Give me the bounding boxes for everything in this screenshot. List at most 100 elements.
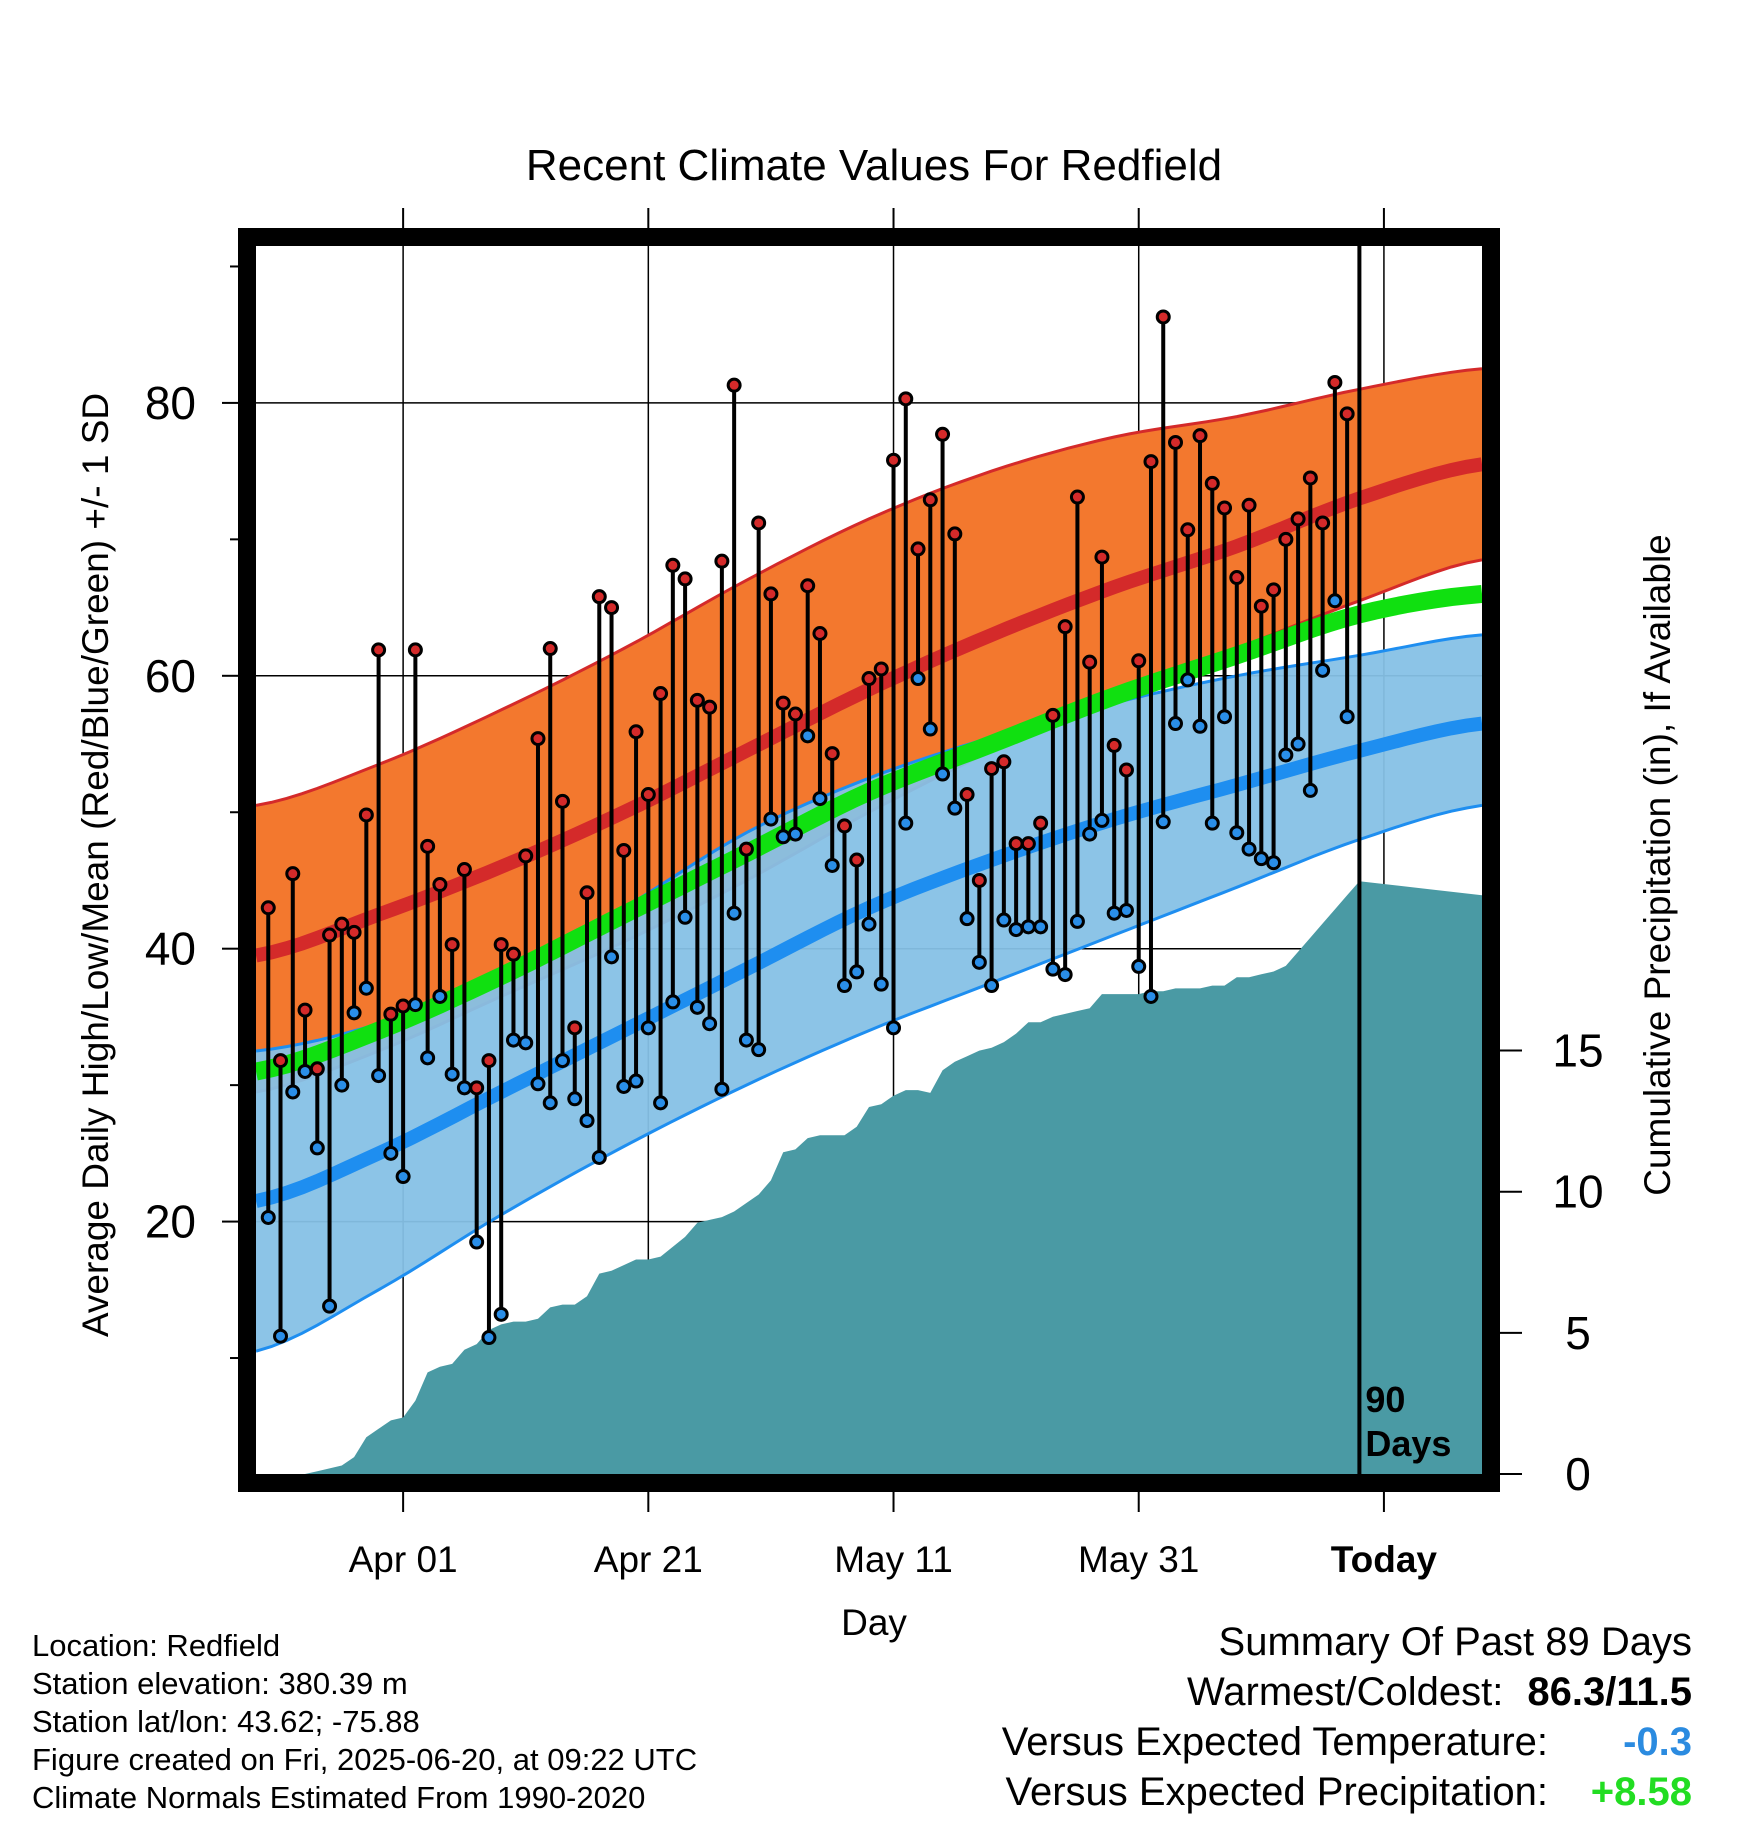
- daily-high-point: [420, 838, 436, 854]
- daily-low-point: [628, 1073, 644, 1089]
- daily-high-point: [922, 492, 938, 508]
- daily-low-point: [334, 1077, 350, 1093]
- daily-high-point: [567, 1020, 583, 1036]
- daily-low-point: [935, 766, 951, 782]
- daily-low-point: [640, 1020, 656, 1036]
- daily-low-point: [309, 1140, 325, 1156]
- daily-high-point: [346, 924, 362, 940]
- low-lower-edge: [256, 803, 1482, 1353]
- daily-high-point: [751, 515, 767, 531]
- chart-title: Recent Climate Values For Redfield: [526, 141, 1222, 190]
- daily-high-point: [689, 692, 705, 708]
- daily-high-point: [677, 571, 693, 587]
- daily-high-point: [297, 1002, 313, 1018]
- summary-heading: Summary Of Past 89 Days: [1218, 1620, 1692, 1664]
- daily-low-point: [1192, 718, 1208, 734]
- summary-temperature: Versus Expected Temperature: -0.3: [1002, 1718, 1692, 1766]
- daily-high-point: [1045, 707, 1061, 723]
- summary-precip-value: +8.58: [1590, 1770, 1692, 1814]
- daily-high-point: [1155, 309, 1171, 325]
- daily-high-point: [395, 998, 411, 1014]
- daily-high-point: [836, 818, 852, 834]
- daily-low-point: [395, 1169, 411, 1185]
- daily-high-point: [358, 807, 374, 823]
- daily-low-point: [1180, 672, 1196, 688]
- daily-high-point: [1241, 497, 1257, 513]
- daily-low-point: [824, 857, 840, 873]
- daily-high-point: [493, 937, 509, 953]
- daily-low-point: [1094, 812, 1110, 828]
- daily-low-point: [1217, 709, 1233, 725]
- summary-warmest-coldest-value: 86.3/11.5: [1527, 1670, 1692, 1714]
- daily-low-point: [702, 1016, 718, 1032]
- daily-low-point: [984, 978, 1000, 994]
- daily-low-point: [665, 994, 681, 1010]
- daily-low-point: [407, 997, 423, 1013]
- daily-high-point: [1266, 582, 1282, 598]
- footer-created: Figure created on Fri, 2025-06-20, at 09…: [32, 1742, 698, 1777]
- daily-low-point: [910, 671, 926, 687]
- daily-high-point: [726, 377, 742, 393]
- daily-low-point: [358, 980, 374, 996]
- today-marker-label: 90: [1365, 1379, 1405, 1420]
- daily-high-point: [1168, 434, 1183, 450]
- daily-high-point: [334, 916, 350, 932]
- daily-high-point: [861, 671, 877, 687]
- daily-high-point: [285, 866, 301, 882]
- footer-latlon: Station lat/lon: 43.62; -75.88: [32, 1704, 420, 1739]
- low-sd-band: [256, 634, 1482, 1352]
- daily-low-point: [260, 1209, 276, 1225]
- daily-low-point: [1033, 919, 1049, 935]
- daily-low-point: [1266, 855, 1282, 871]
- daily-low-point: [996, 912, 1012, 928]
- daily-high-point: [530, 731, 546, 747]
- daily-high-point: [1131, 653, 1147, 669]
- daily-high-point: [456, 862, 472, 878]
- daily-high-point: [432, 877, 448, 893]
- daily-low-point: [1253, 851, 1269, 867]
- daily-high-point: [542, 641, 558, 657]
- daily-low-point: [505, 1032, 521, 1048]
- daily-low-point: [1229, 825, 1245, 841]
- daily-low-point: [469, 1234, 485, 1250]
- daily-low-point: [555, 1053, 570, 1069]
- daily-high-point: [1020, 836, 1036, 852]
- daily-low-point: [346, 1005, 362, 1021]
- daily-high-point: [910, 541, 926, 557]
- daily-high-point: [1082, 654, 1098, 670]
- daily-high-point: [309, 1061, 325, 1077]
- daily-high-point: [935, 426, 951, 442]
- footer-location: Location: Redfield: [32, 1628, 281, 1663]
- daily-low-point: [1168, 716, 1183, 732]
- daily-low-point: [971, 954, 987, 970]
- daily-high-point: [1290, 511, 1306, 527]
- daily-high-point: [444, 937, 460, 953]
- daily-low-point: [456, 1080, 472, 1096]
- daily-high-point: [787, 706, 803, 722]
- y-axis-label-right: Cumulative Precipitation (in), If Availa…: [1637, 534, 1678, 1196]
- daily-low-point: [714, 1081, 730, 1097]
- daily-low-point: [836, 978, 852, 994]
- daily-high-point: [407, 642, 423, 658]
- daily-low-point: [738, 1032, 754, 1048]
- x-axis-label: Day: [841, 1602, 907, 1643]
- daily-low-point: [800, 728, 816, 744]
- summary-temp-label: Versus Expected Temperature:: [1001, 1720, 1548, 1764]
- daily-low-point: [689, 999, 705, 1015]
- daily-high-point: [1339, 406, 1355, 422]
- daily-high-point: [322, 927, 338, 943]
- daily-high-point: [1327, 374, 1343, 390]
- footer-normals: Climate Normals Estimated From 1990-2020: [32, 1780, 646, 1815]
- plot-frame: [238, 228, 1500, 1492]
- daily-low-point: [959, 911, 975, 927]
- daily-high-point: [555, 793, 570, 809]
- y-axis-label-left: Average Daily High/Low/Mean (Red/Blue/Gr…: [75, 393, 116, 1337]
- daily-high-point: [1217, 500, 1233, 516]
- y-tick-label-left: 20: [145, 1196, 196, 1248]
- daily-high-point: [1094, 549, 1110, 565]
- daily-low-point: [604, 949, 620, 965]
- y-tick-label-right: 10: [1552, 1166, 1603, 1218]
- daily-high-point: [971, 872, 987, 888]
